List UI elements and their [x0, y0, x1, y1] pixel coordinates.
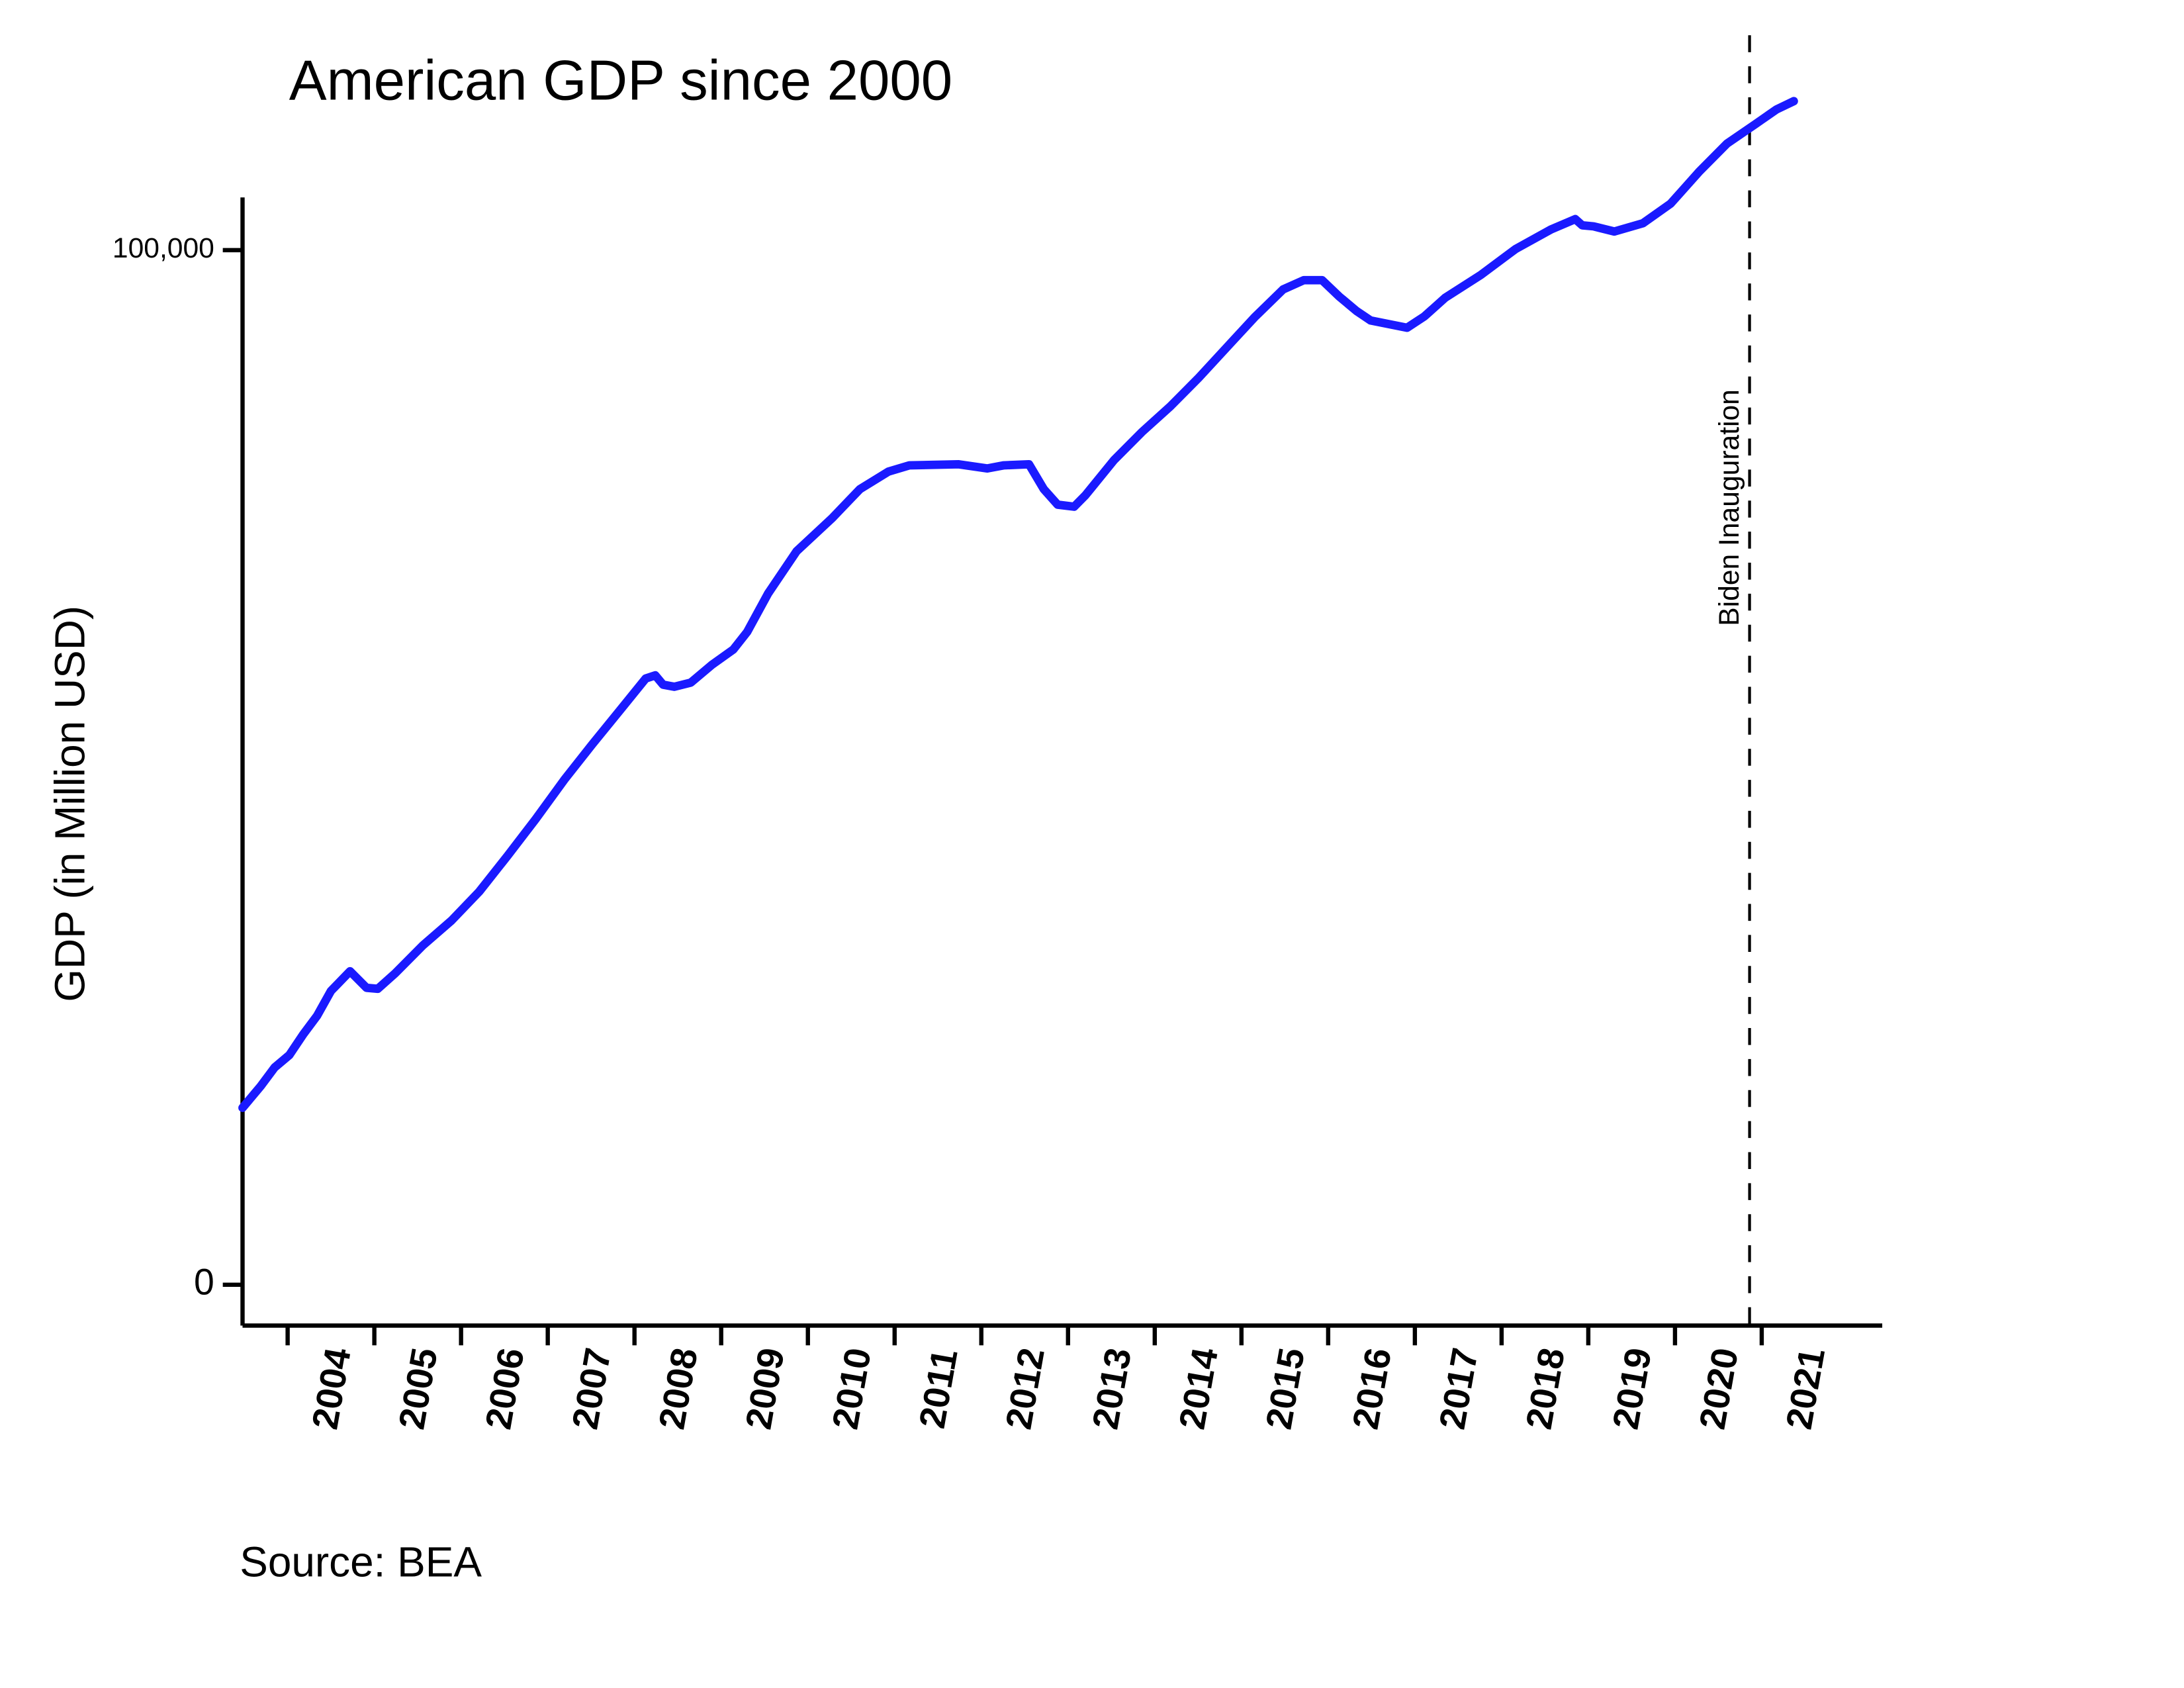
x-tick-label: 2021	[1778, 1345, 1833, 1432]
source-note: Source: BEA	[240, 1538, 482, 1586]
chart-title: American GDP since 2000	[289, 49, 952, 112]
x-tick-label: 2013	[1085, 1345, 1139, 1432]
x-tick-label: 2006	[477, 1345, 531, 1432]
x-tick-label: 2014	[1171, 1344, 1226, 1432]
y-tick-label: 0	[194, 1261, 214, 1302]
annotation-label: Biden Inauguration	[1713, 389, 1745, 626]
x-tick-label: 2017	[1432, 1345, 1486, 1432]
x-tick-label: 2019	[1605, 1345, 1659, 1432]
x-tick-label: 2015	[1258, 1345, 1312, 1432]
x-tick-label: 2011	[911, 1346, 966, 1431]
y-tick-label: 100,000	[113, 232, 214, 264]
x-tick-label: 2010	[824, 1345, 878, 1432]
x-tick-label: 2007	[564, 1345, 618, 1432]
y-axis-label: GDP (in Million USD)	[46, 606, 94, 1002]
x-tick-label: 2005	[390, 1345, 445, 1432]
x-tick-label: 2012	[998, 1345, 1052, 1432]
x-tick-label: 2018	[1518, 1345, 1572, 1432]
x-tick-label: 2004	[304, 1344, 358, 1432]
x-tick-label: 2020	[1692, 1345, 1746, 1432]
x-tick-label: 2016	[1345, 1345, 1399, 1432]
x-tick-label: 2009	[737, 1345, 792, 1432]
data-line	[238, 97, 1798, 1112]
x-tick-label: 2008	[651, 1345, 705, 1432]
